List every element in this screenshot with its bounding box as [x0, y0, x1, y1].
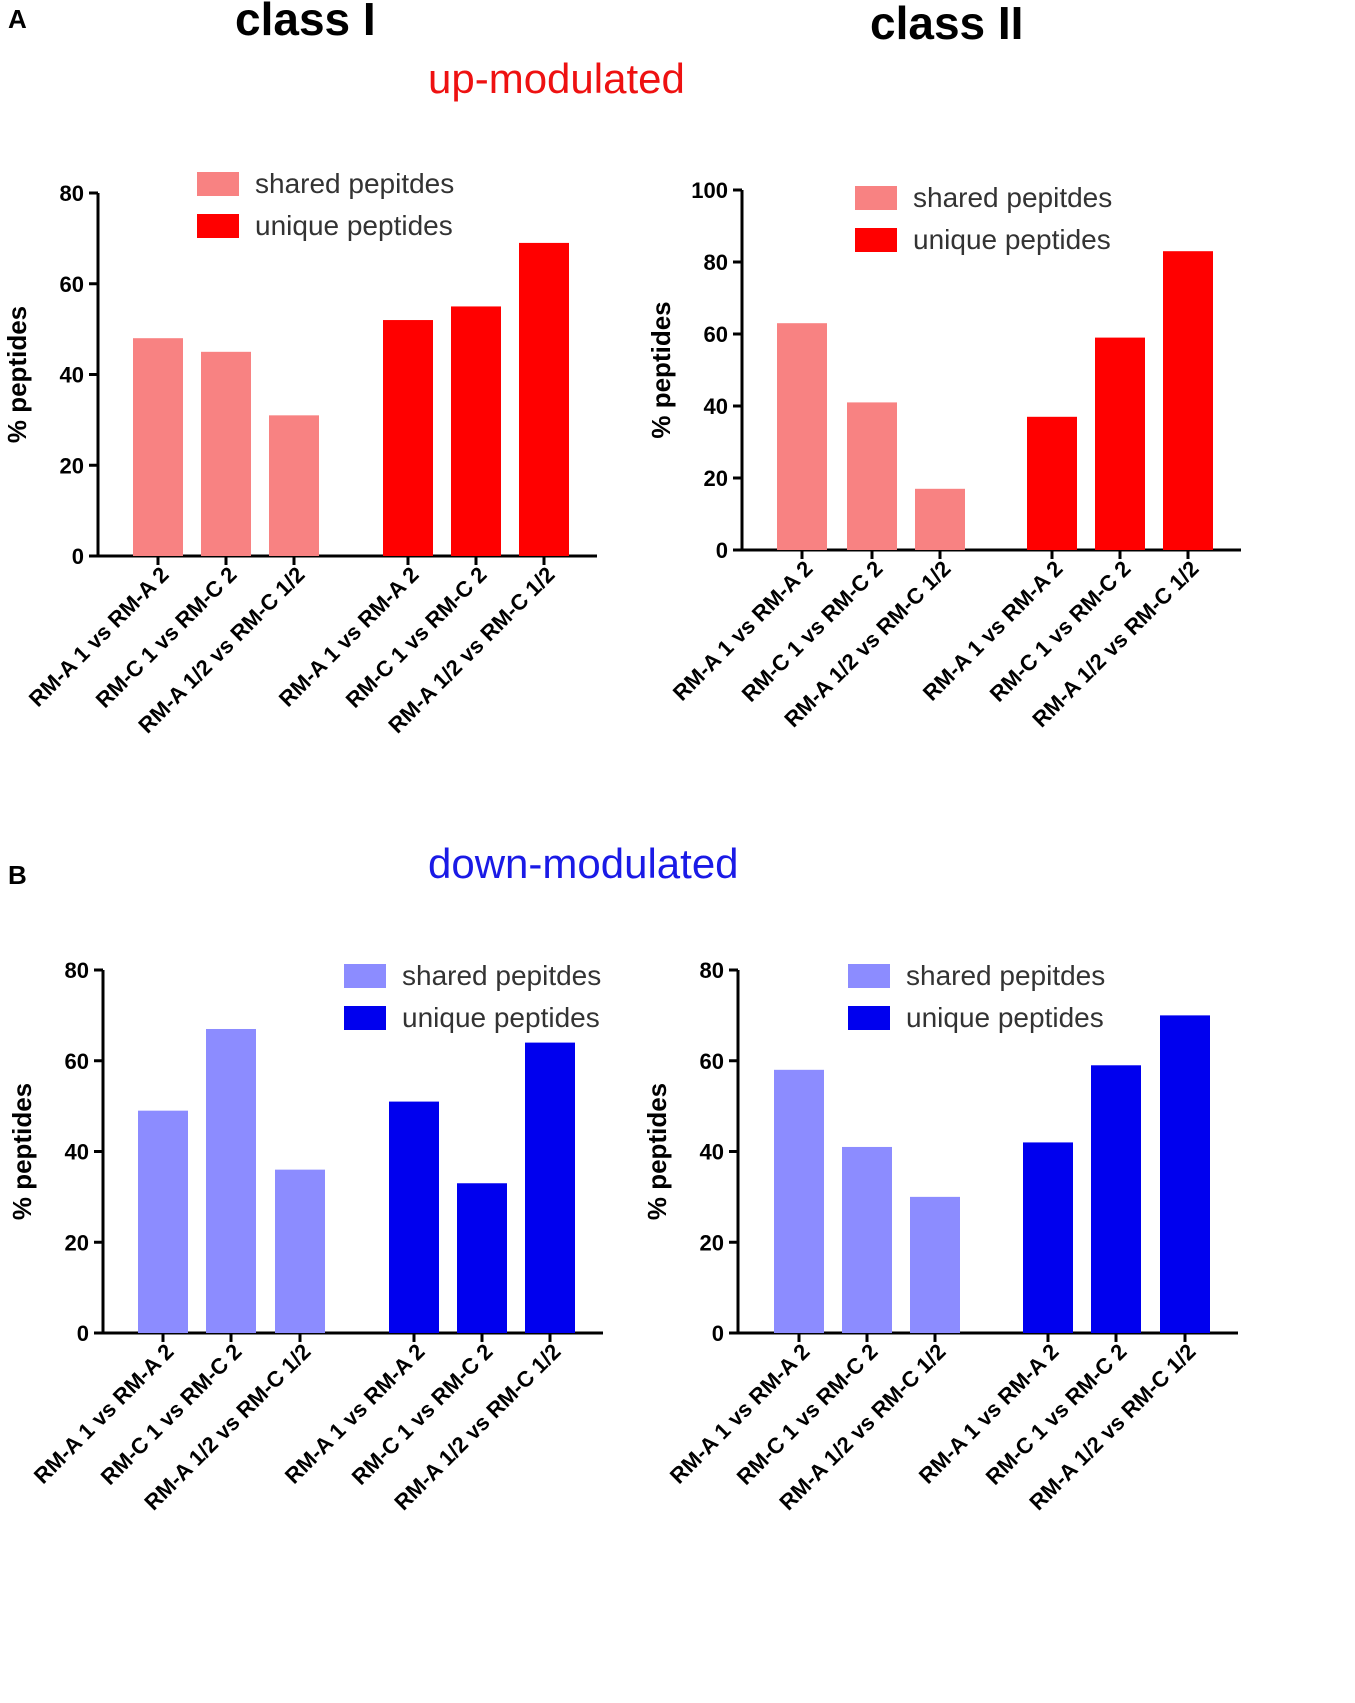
y-tick-label: 20: [700, 1230, 724, 1255]
legend-swatch-shared: [197, 172, 239, 196]
y-tick-label: 0: [77, 1321, 89, 1346]
y-tick-label: 20: [704, 466, 728, 491]
legend-label-shared: shared pepitdes: [913, 182, 1112, 213]
y-tick-label: 40: [65, 1140, 89, 1165]
bar-unique-2: [1095, 337, 1145, 550]
y-axis-label: % peptides: [2, 306, 32, 443]
bar-unique-3: [1163, 251, 1213, 550]
legend-label-unique: unique peptides: [906, 1002, 1104, 1033]
y-tick-label: 80: [60, 181, 84, 206]
y-tick-label: 80: [704, 250, 728, 275]
legend-label-shared: shared pepitdes: [402, 960, 601, 991]
bar-shared-1: [777, 323, 827, 550]
bar-shared-2: [206, 1028, 256, 1333]
legend-swatch-shared: [848, 964, 890, 988]
bar-unique-2: [457, 1183, 507, 1333]
y-axis-label: % peptides: [642, 1083, 672, 1220]
bar-shared-1: [774, 1069, 824, 1333]
bar-unique-3: [1160, 1015, 1210, 1333]
legend-swatch-unique: [197, 214, 239, 238]
y-tick-label: 0: [72, 544, 84, 569]
class-two-title: class II: [870, 0, 1024, 49]
y-tick-label: 60: [60, 272, 84, 297]
legend-label-unique: unique peptides: [255, 210, 453, 241]
y-tick-label: 0: [716, 538, 728, 563]
bar-unique-1: [389, 1101, 439, 1333]
panel-label-a: A: [8, 4, 27, 34]
bar-unique-2: [451, 306, 501, 556]
bar-unique-2: [1091, 1065, 1141, 1333]
y-tick-label: 80: [700, 958, 724, 983]
legend-label-shared: shared pepitdes: [255, 168, 454, 199]
bar-unique-1: [383, 320, 433, 556]
legend-label-unique: unique peptides: [913, 224, 1111, 255]
y-tick-label: 20: [65, 1230, 89, 1255]
bar-shared-1: [133, 338, 183, 556]
y-tick-label: 60: [65, 1049, 89, 1074]
y-tick-label: 60: [704, 322, 728, 347]
y-tick-label: 40: [60, 363, 84, 388]
y-tick-label: 20: [60, 453, 84, 478]
y-axis-label: % peptides: [7, 1083, 37, 1220]
class-one-title: class I: [235, 0, 376, 45]
down-modulated-title: down-modulated: [428, 840, 739, 887]
y-tick-label: 100: [691, 178, 728, 203]
legend-label-shared: shared pepitdes: [906, 960, 1105, 991]
legend-swatch-unique: [855, 228, 897, 252]
bar-unique-3: [525, 1042, 575, 1333]
y-tick-label: 60: [700, 1049, 724, 1074]
bar-shared-2: [842, 1146, 892, 1333]
bar-unique-1: [1023, 1142, 1073, 1333]
legend-swatch-unique: [848, 1006, 890, 1030]
y-tick-label: 40: [704, 394, 728, 419]
bar-shared-2: [201, 351, 251, 556]
bar-shared-3: [910, 1196, 960, 1333]
legend-swatch-shared: [855, 186, 897, 210]
legend-swatch-shared: [344, 964, 386, 988]
up-modulated-title: up-modulated: [428, 55, 685, 102]
bar-shared-2: [847, 402, 897, 550]
bar-shared-3: [915, 488, 965, 550]
y-tick-label: 40: [700, 1140, 724, 1165]
legend-label-unique: unique peptides: [402, 1002, 600, 1033]
bar-shared-3: [269, 415, 319, 556]
bar-shared-3: [275, 1169, 325, 1333]
bar-unique-3: [519, 242, 569, 556]
y-tick-label: 0: [712, 1321, 724, 1346]
panel-label-b: B: [8, 860, 27, 890]
bar-unique-1: [1027, 416, 1077, 550]
bar-shared-1: [138, 1110, 188, 1333]
y-tick-label: 80: [65, 958, 89, 983]
y-axis-label: % peptides: [646, 301, 676, 438]
legend-swatch-unique: [344, 1006, 386, 1030]
